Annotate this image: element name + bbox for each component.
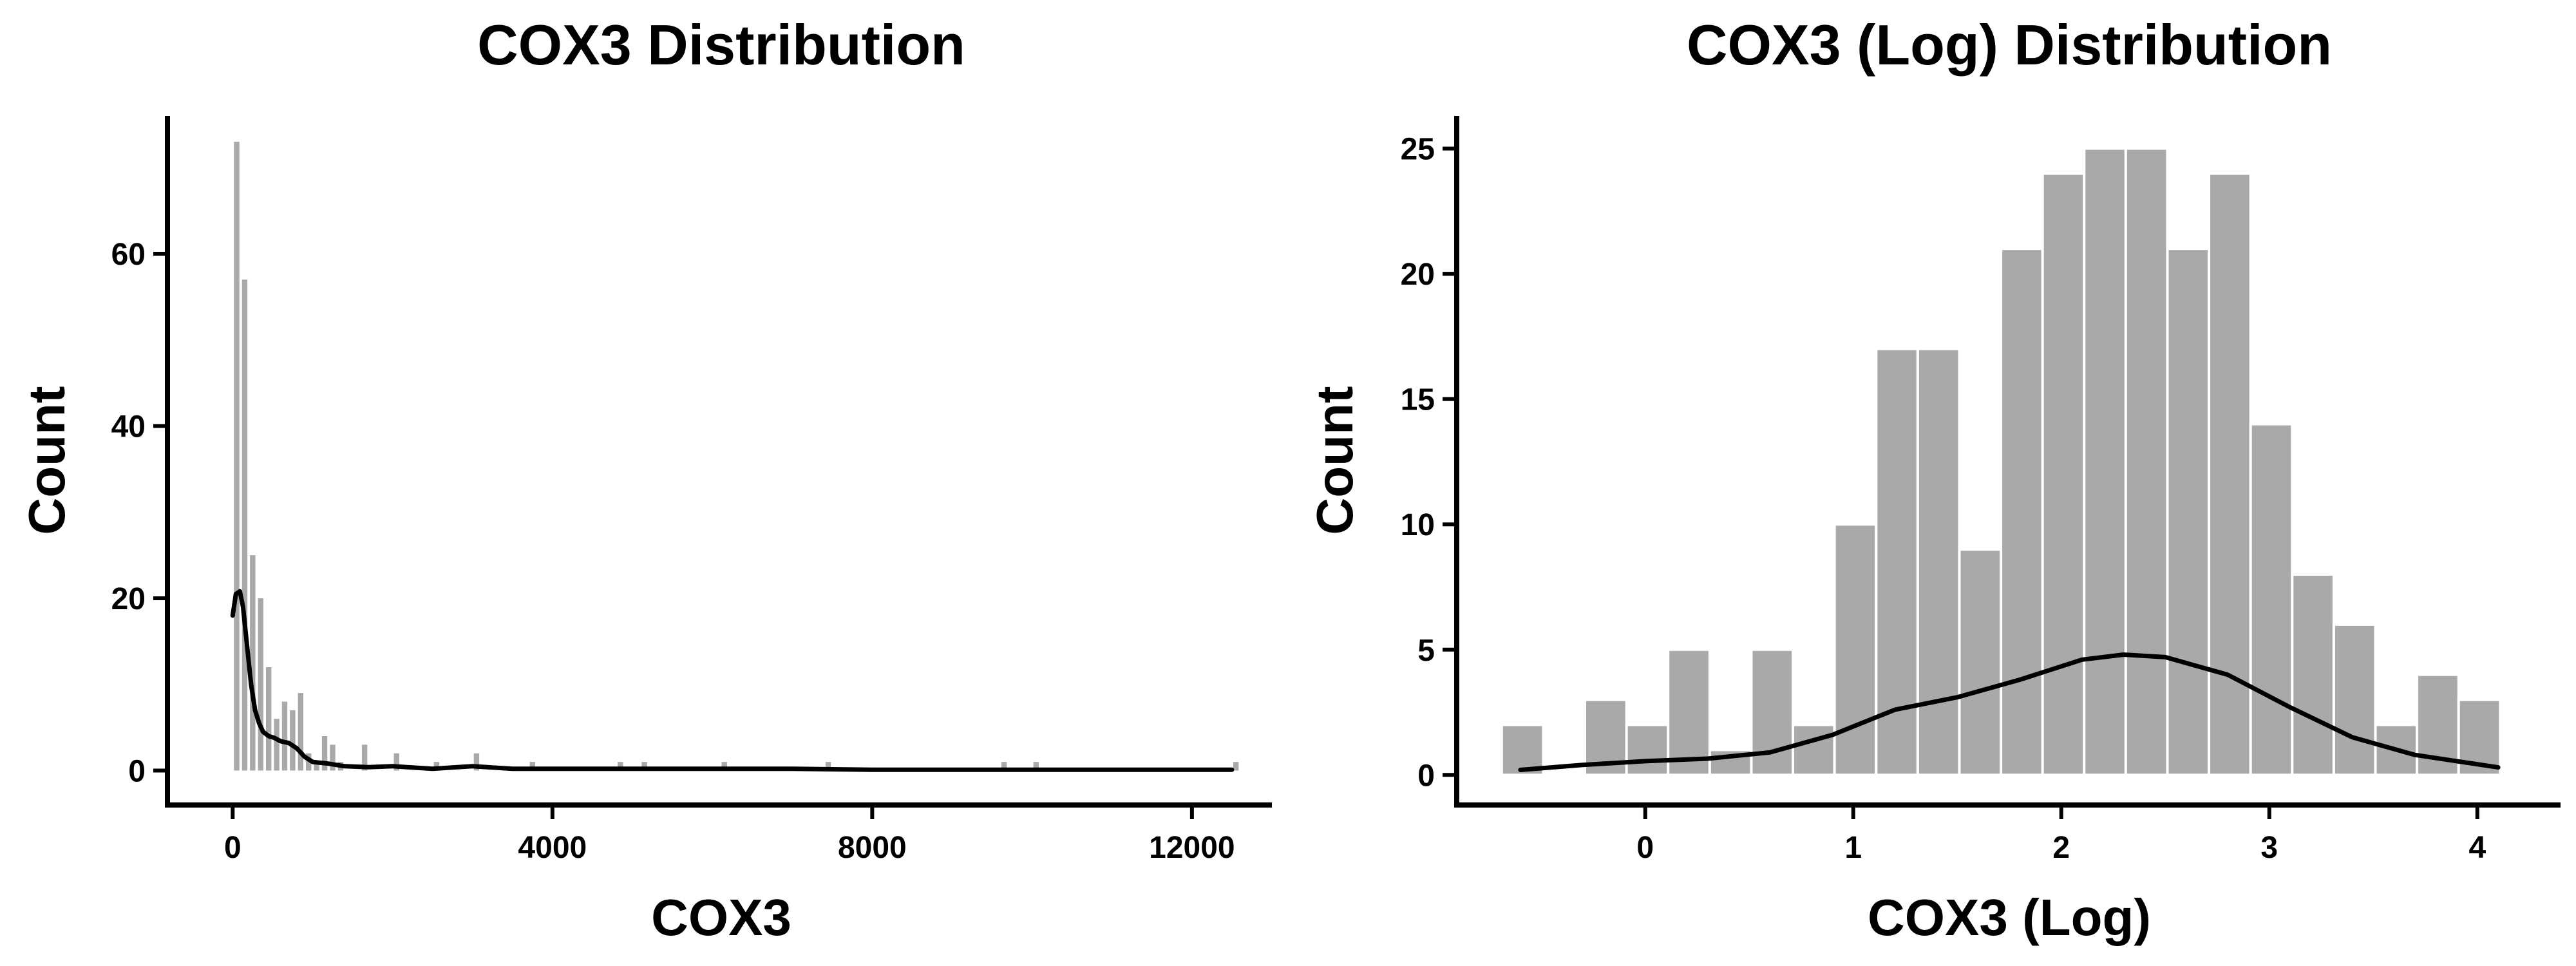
x-tick-label: 1	[1844, 831, 1862, 865]
bar	[618, 762, 623, 771]
bar	[1233, 762, 1239, 771]
y-tick-label: 5	[1417, 634, 1435, 668]
kde-curve	[1518, 652, 2501, 772]
bar	[250, 555, 256, 771]
x-tick-label: 0	[1636, 831, 1654, 865]
chart-title: COX3 Distribution	[477, 13, 965, 77]
x-tick-label: 0	[224, 831, 242, 865]
bar	[641, 762, 647, 771]
bar	[1033, 762, 1039, 771]
bar	[1958, 548, 2003, 777]
y-tick-label: 0	[128, 755, 146, 789]
y-tick-label: 25	[1401, 133, 1435, 167]
bar	[393, 753, 399, 771]
x-tick-label: 4	[2468, 831, 2486, 865]
bar	[2249, 422, 2294, 777]
chart-cox3-log: COX3 (Log) Distribution 0 1 2 3 4 0 5 10 15 20 25…	[1306, 13, 2561, 946]
y-tick-label: 40	[111, 410, 146, 444]
y-tick-label: 20	[1401, 258, 1435, 292]
bar	[473, 753, 480, 771]
bar	[361, 744, 368, 771]
bar	[1833, 523, 1878, 777]
y-tick-label: 15	[1401, 383, 1435, 417]
bar	[265, 667, 272, 771]
chart-title: COX3 (Log) Distribution	[1687, 13, 2332, 77]
kde-curve	[230, 589, 1235, 772]
bar	[2000, 247, 2044, 777]
bar	[314, 762, 319, 771]
bar	[2124, 147, 2169, 777]
y-tick-label: 60	[111, 238, 146, 272]
x-tick-label: 8000	[838, 831, 907, 865]
bar	[2332, 623, 2377, 777]
bar	[274, 719, 279, 771]
bar	[258, 598, 263, 771]
bar	[1750, 648, 1795, 777]
bar	[2291, 573, 2335, 777]
bar	[1001, 762, 1007, 771]
chart-cox3: COX3 Distribution 0 4000 8000 12000 0 20 40 60…	[18, 13, 1272, 946]
bar	[825, 762, 831, 771]
x-tick-label: 2	[2052, 831, 2070, 865]
bar	[2041, 172, 2086, 777]
y-axis-label: Count	[18, 386, 75, 535]
y-tick-label: 20	[111, 582, 146, 616]
bar	[281, 701, 288, 771]
x-tick-label: 12000	[1149, 831, 1235, 865]
y-axis-ticks: 0 5 10 15 20 25	[1401, 133, 1457, 793]
x-axis-ticks: 0 4000 8000 12000	[224, 805, 1235, 865]
bar	[330, 744, 336, 771]
y-tick-label: 0	[1417, 759, 1435, 793]
y-axis-label: Count	[1306, 386, 1363, 535]
bar	[2083, 147, 2127, 777]
bar	[1667, 648, 1711, 777]
bar	[1792, 723, 1836, 777]
x-axis-ticks: 0 1 2 3 4	[1636, 805, 2486, 865]
x-tick-label: 3	[2260, 831, 2278, 865]
bar	[1916, 347, 1961, 777]
bar	[321, 736, 328, 771]
bars	[1500, 147, 2502, 777]
bar	[433, 762, 440, 771]
x-tick-label: 4000	[518, 831, 587, 865]
bar	[242, 279, 248, 771]
bar	[529, 762, 535, 771]
bar	[234, 142, 240, 771]
y-axis-ticks: 0 20 40 60	[111, 238, 167, 789]
x-axis-label: COX3	[651, 889, 791, 946]
bar	[1625, 723, 1670, 777]
bars	[234, 142, 1239, 771]
x-axis-label: COX3 (Log)	[1868, 889, 2151, 946]
y-tick-label: 10	[1401, 508, 1435, 542]
bar	[2166, 247, 2211, 777]
bar	[298, 693, 304, 771]
bar	[721, 762, 727, 771]
bar	[290, 710, 296, 771]
